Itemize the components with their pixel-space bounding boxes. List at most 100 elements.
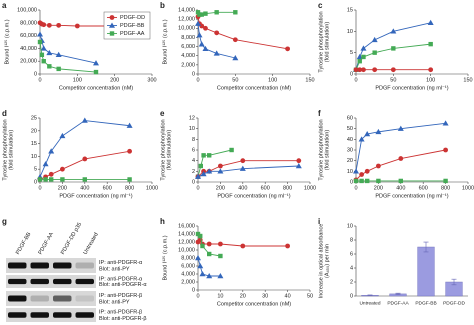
marker: [82, 177, 87, 182]
blot-band: [75, 262, 94, 269]
marker: [40, 45, 47, 51]
marker: [372, 67, 378, 73]
x-tick-label: 50: [390, 77, 396, 83]
x-tick-label: 400: [80, 185, 89, 191]
lane-label: Untreated: [83, 232, 100, 256]
y-axis-label: Increase in optical absorbance: [318, 224, 324, 299]
x-tick-label: 400: [396, 185, 405, 191]
marker: [202, 45, 209, 52]
marker: [217, 273, 224, 279]
y-tick-label: 8,000: [181, 255, 195, 261]
x-tick-label: 100: [73, 77, 82, 83]
y-tick-label: 10,000: [178, 247, 195, 253]
blot-band: [8, 295, 27, 302]
marker: [391, 46, 396, 51]
x-tick-label: 10: [217, 293, 223, 299]
x-tick-label: 400: [238, 185, 247, 191]
marker: [358, 136, 365, 142]
marker: [195, 231, 201, 237]
x-tick-label: 200: [58, 185, 67, 191]
x-tick-label: 150: [463, 77, 472, 83]
panel-label: i: [318, 217, 320, 226]
marker: [361, 67, 366, 73]
blot-label: Blot: anti-PDGFR-β: [99, 316, 146, 322]
marker: [55, 51, 62, 57]
marker: [364, 168, 370, 174]
marker: [371, 36, 378, 43]
marker: [218, 253, 223, 259]
panel-label: e: [160, 109, 165, 118]
marker: [48, 148, 55, 154]
x-tick-label: 1000: [462, 185, 474, 191]
y-tick-label: 5: [350, 50, 353, 56]
marker: [398, 178, 403, 184]
x-tick-label: 0: [196, 185, 199, 191]
marker: [195, 10, 201, 15]
y-tick-label: 10: [347, 169, 353, 175]
x-tick-label: PDGF-DD: [443, 300, 465, 306]
marker: [372, 50, 377, 55]
marker: [197, 263, 204, 269]
y-tick-label: 6: [350, 251, 353, 257]
x-tick-label: 0: [38, 185, 41, 191]
error-bar: [451, 278, 457, 286]
marker: [37, 177, 43, 182]
y-tick-label: 12,000: [178, 239, 195, 245]
error-bar: [395, 292, 401, 295]
marker: [240, 158, 246, 164]
marker: [217, 168, 224, 174]
marker: [390, 28, 397, 34]
x-tick-label: PDGF-BB: [415, 300, 436, 306]
x-tick-label: 0: [354, 185, 357, 191]
y-tick-label: 2: [192, 169, 195, 175]
series-line: [197, 165, 299, 178]
blot-band: [30, 295, 49, 302]
marker: [375, 128, 382, 135]
marker: [59, 132, 66, 139]
y-tick-label: 60: [347, 115, 353, 121]
marker: [357, 67, 363, 73]
x-tick-label: 1000: [146, 185, 158, 191]
y-tick-label: 8,000: [181, 35, 195, 41]
blot-band: [8, 278, 27, 285]
y-tick-label: 4,000: [181, 53, 195, 59]
y-tick-label: 100,000: [17, 7, 37, 13]
blot-band: [8, 262, 27, 269]
marker: [359, 172, 364, 177]
blot-strip: [6, 291, 96, 306]
x-tick-label: 20: [240, 293, 246, 299]
marker: [201, 153, 206, 158]
x-axis-label: PDGF concentration (ng ml⁻¹): [59, 193, 132, 199]
marker: [206, 241, 212, 247]
marker: [213, 50, 220, 56]
marker: [398, 156, 404, 161]
blot-band: [30, 278, 49, 285]
marker: [397, 125, 404, 131]
marker: [218, 241, 223, 247]
marker: [428, 41, 433, 47]
error-bar: [423, 241, 429, 253]
y-axis-label: Tyrosine phosphorylation: [318, 119, 324, 180]
error-bar: [367, 294, 373, 296]
marker: [126, 122, 133, 128]
x-tick-label: 100: [426, 77, 435, 83]
x-axis-label: PDGF concentration (ng ml⁻¹): [375, 85, 448, 91]
ip-label: IP: anti-PDGFR-β: [99, 310, 142, 316]
marker: [390, 67, 396, 73]
marker: [82, 156, 88, 162]
x-tick-label: 800: [441, 185, 450, 191]
y-axis-label: (fold stimulation): [166, 130, 172, 171]
x-tick-label: 50: [232, 77, 238, 83]
marker: [232, 37, 238, 43]
y-tick-label: 0: [192, 71, 195, 77]
marker: [200, 171, 207, 177]
panel-label: d: [2, 109, 7, 118]
y-tick-label: 0: [34, 179, 37, 185]
marker: [43, 177, 48, 182]
marker: [74, 23, 80, 29]
y-tick-label: 12,000: [178, 17, 195, 23]
marker: [365, 178, 370, 184]
marker: [93, 60, 99, 66]
marker: [206, 168, 213, 174]
y-tick-label: 25: [31, 115, 37, 121]
